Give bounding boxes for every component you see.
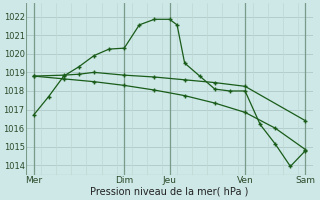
X-axis label: Pression niveau de la mer( hPa ): Pression niveau de la mer( hPa ) [90,187,249,197]
